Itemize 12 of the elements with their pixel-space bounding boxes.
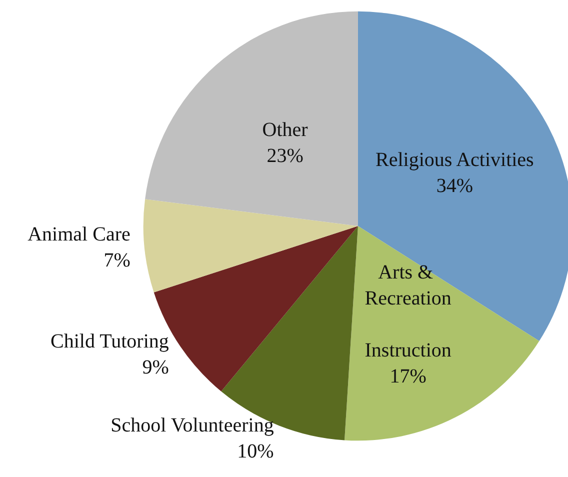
data-label: 23% <box>266 145 304 168</box>
slice-label: Animal Care <box>28 224 130 246</box>
data-label: 7% <box>104 250 130 272</box>
category-label: Arts & Recreation Instruction <box>364 261 452 362</box>
data-label: 17% <box>390 365 426 388</box>
data-label: 34% <box>436 174 474 197</box>
slice-label: Other <box>262 119 308 142</box>
slice-label: School Volunteering <box>110 414 274 437</box>
data-label: 10% <box>237 440 274 463</box>
slice-label: Religious Activities <box>376 148 534 171</box>
data-label: 9% <box>142 356 169 379</box>
slice-label: Child Tutoring <box>50 330 169 353</box>
